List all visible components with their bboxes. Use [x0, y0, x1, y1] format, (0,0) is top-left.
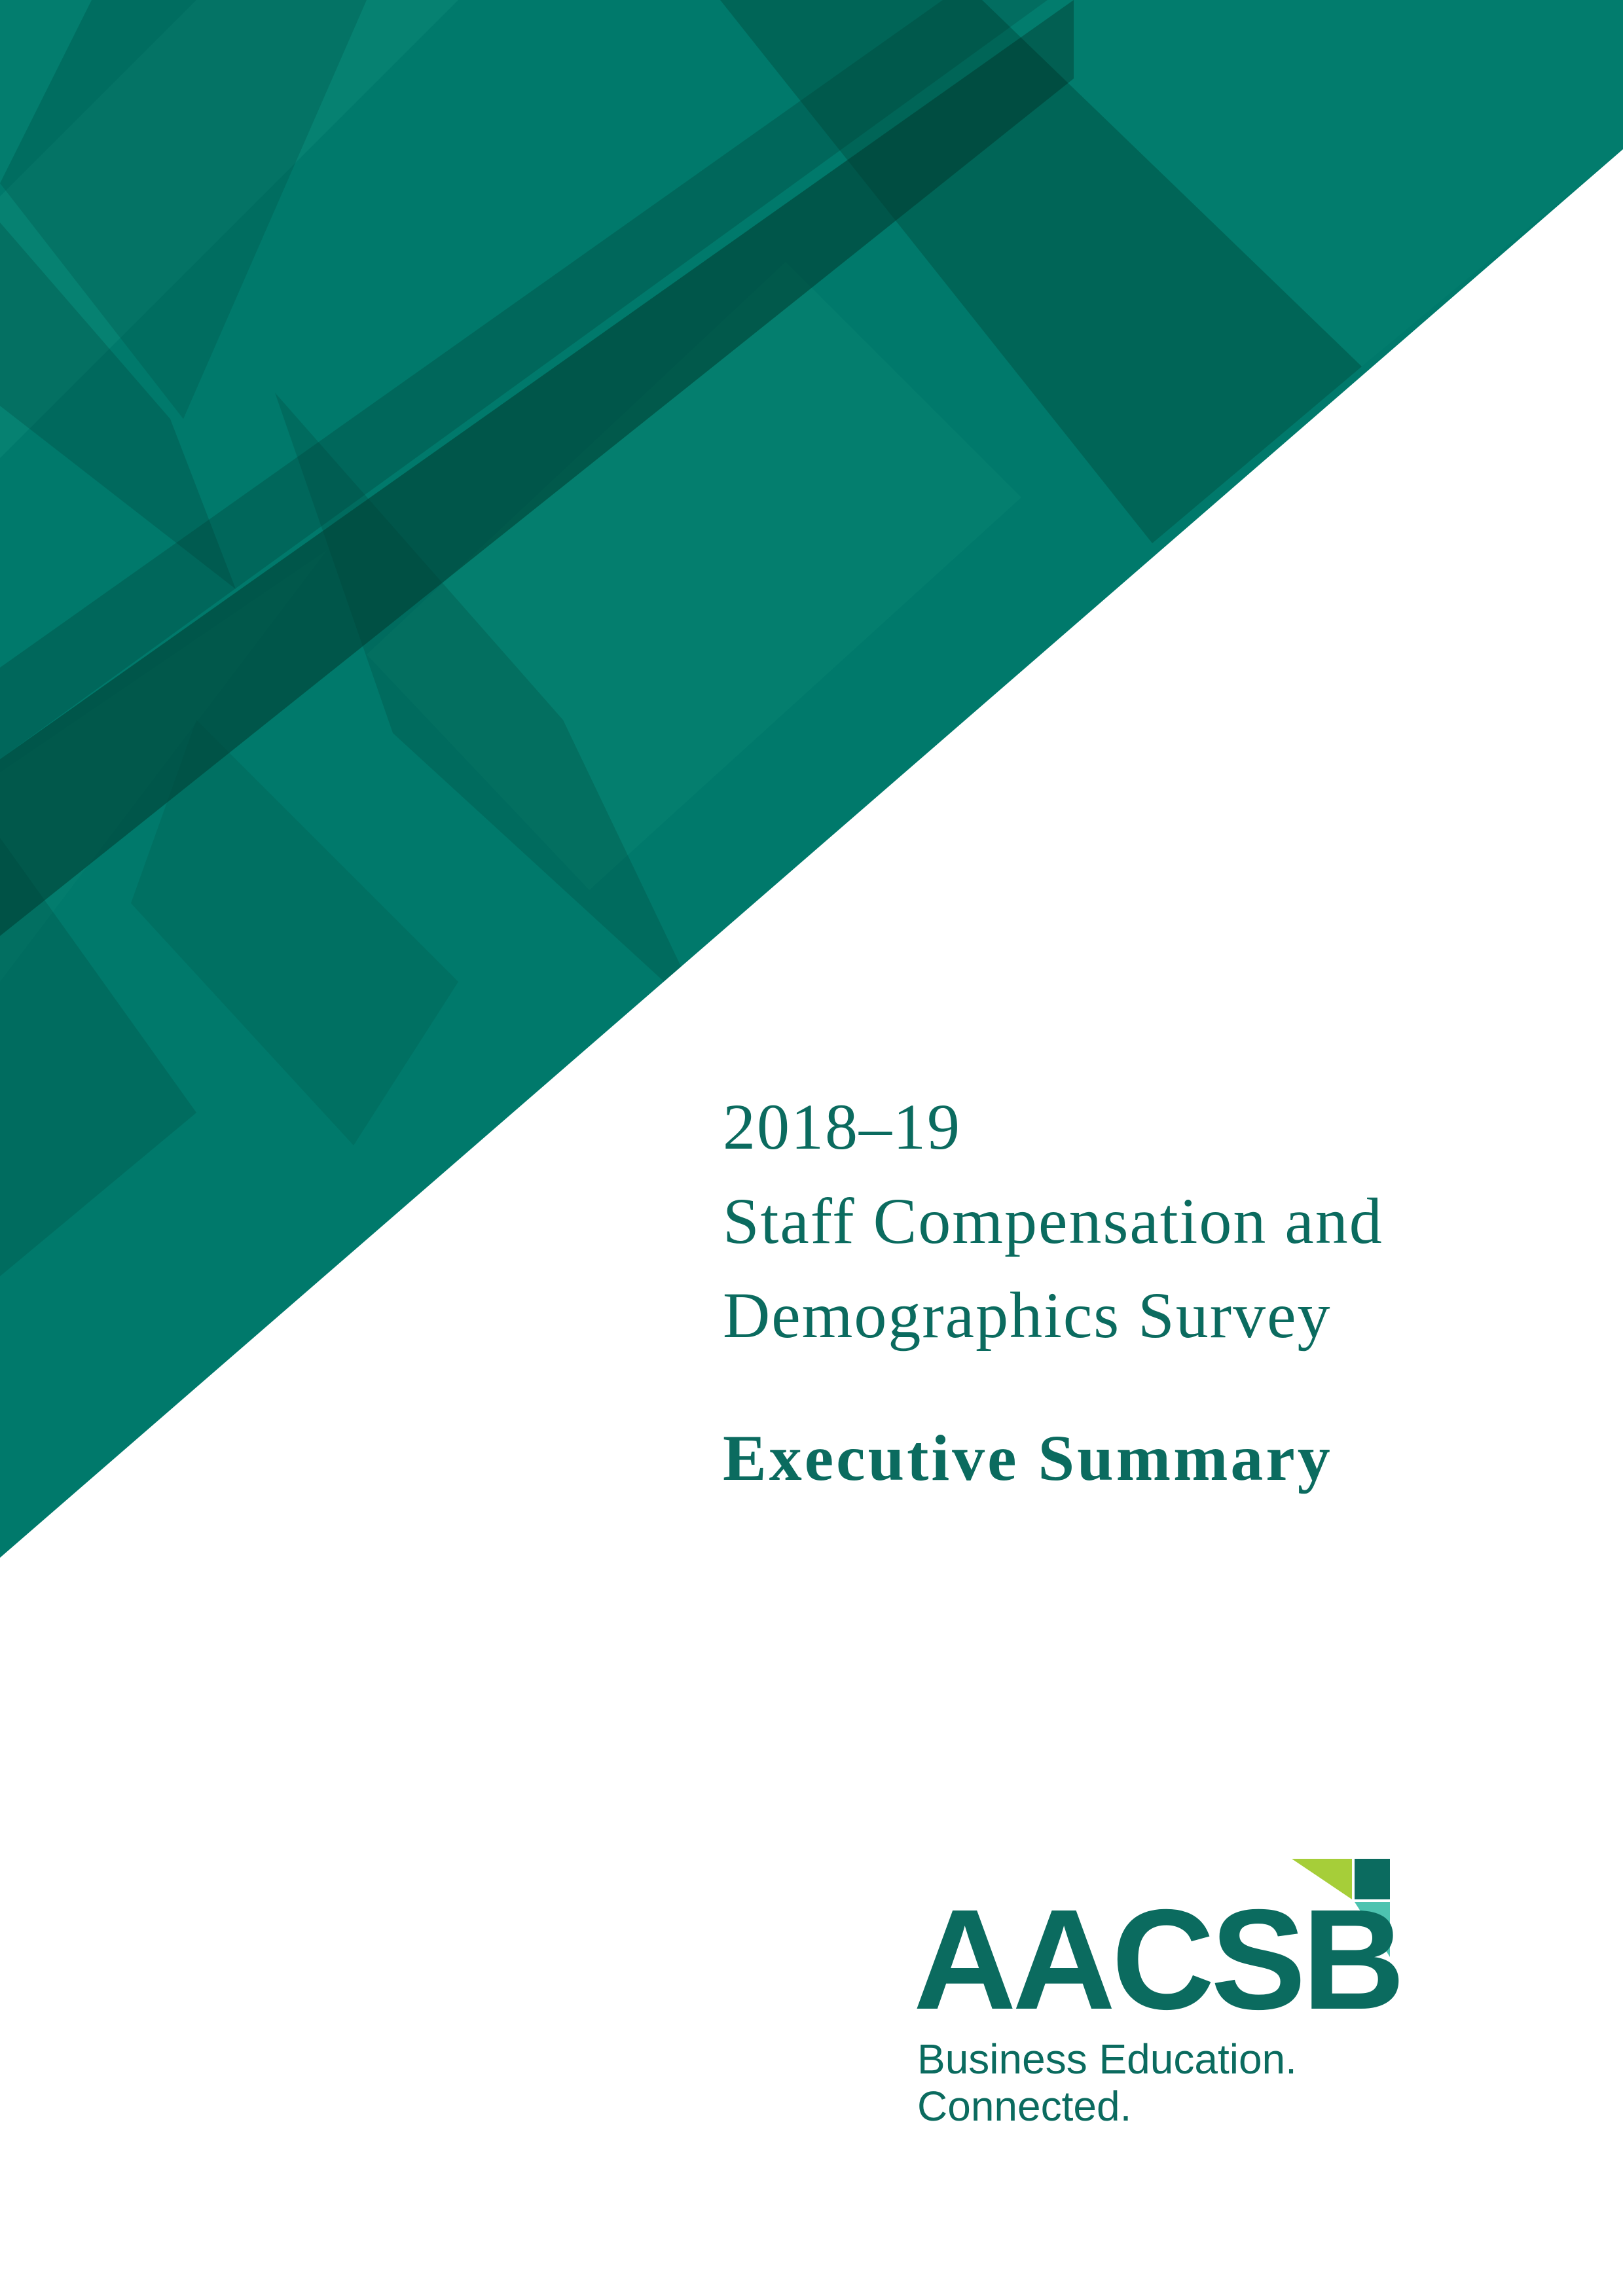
document-subtitle: Executive Summary	[723, 1422, 1333, 1494]
logo-tagline-line-2: Connected.	[917, 2083, 1132, 2130]
logo-mark-icon	[1292, 1859, 1390, 1957]
aacsb-logo: AACSB Business Education. Connected.	[913, 1859, 1405, 2140]
logo-wordmark: AACSB	[913, 1880, 1405, 2039]
document-title-block: 2018–19 Staff Compensation and Demograph…	[723, 1080, 1574, 1496]
title-line-3: Demographics Survey	[723, 1279, 1332, 1352]
logo-tagline-line-1: Business Education.	[917, 2036, 1297, 2083]
title-year: 2018–19	[723, 1090, 961, 1163]
title-line-2: Staff Compensation and	[723, 1185, 1383, 1257]
logo-tagline: Business Education. Connected.	[917, 2036, 1297, 2130]
